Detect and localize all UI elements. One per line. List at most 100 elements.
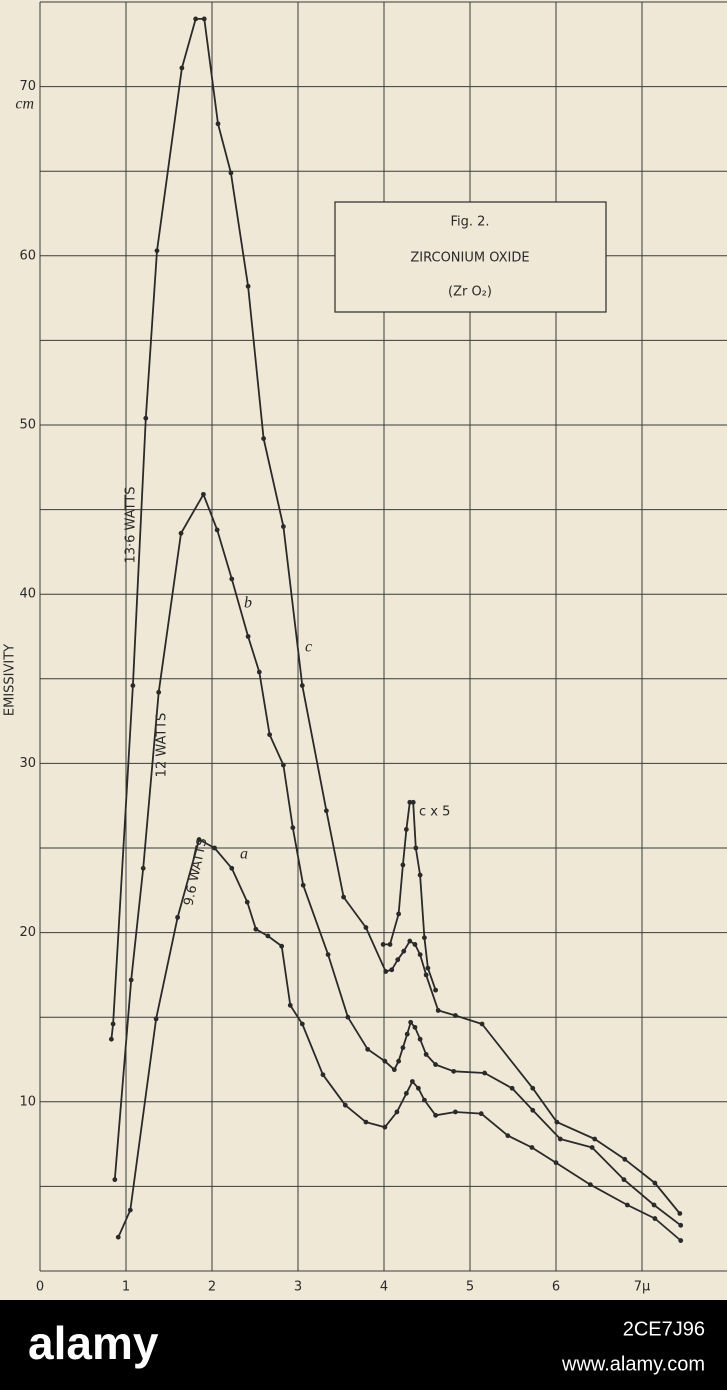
data-point — [279, 943, 285, 949]
watermark-url: www.alamy.com — [561, 1353, 705, 1375]
data-point — [256, 669, 262, 675]
data-point — [407, 799, 413, 805]
x-tick-label: 1 — [122, 1280, 130, 1295]
data-point — [261, 436, 266, 441]
y-tick-label: 20 — [19, 925, 36, 940]
data-point — [178, 530, 184, 536]
data-point — [365, 1046, 371, 1052]
data-point — [382, 1058, 388, 1064]
y-tick-label: 40 — [19, 587, 36, 602]
data-point — [678, 1222, 684, 1228]
data-point — [554, 1119, 560, 1125]
data-point — [143, 415, 149, 421]
data-point — [423, 1052, 429, 1057]
data-point — [267, 732, 273, 738]
x-tick-label: 4 — [380, 1280, 388, 1295]
series-label: 12 WATTS — [155, 713, 170, 778]
data-point — [363, 925, 369, 930]
x-tick-label: 0 — [36, 1280, 44, 1295]
data-point — [290, 825, 296, 831]
data-point — [505, 1133, 511, 1139]
data-point — [478, 1111, 484, 1117]
y-tick-label: 60 — [19, 248, 36, 263]
x-tick-label: 2 — [208, 1280, 216, 1295]
data-point — [130, 683, 136, 688]
y-axis-label: EMISSIVITY — [3, 644, 18, 716]
x-tick-label: 7μ — [634, 1280, 651, 1295]
data-point — [408, 1019, 414, 1025]
annotation: a — [240, 846, 248, 863]
figure-label: Fig. 2. — [450, 215, 489, 230]
data-point — [244, 899, 250, 905]
data-point — [425, 965, 431, 971]
data-point — [325, 952, 331, 957]
data-point — [395, 957, 401, 963]
data-point — [112, 1177, 118, 1183]
data-point — [509, 1085, 515, 1091]
data-point — [621, 1177, 627, 1183]
data-point — [280, 762, 286, 768]
data-point — [389, 967, 395, 973]
data-point — [396, 1058, 402, 1064]
data-point — [228, 170, 234, 176]
data-point — [323, 808, 329, 814]
data-point — [409, 1079, 415, 1084]
watermark-banner — [0, 1300, 727, 1390]
data-point — [624, 1202, 630, 1208]
data-point — [380, 942, 386, 947]
data-point — [253, 926, 259, 932]
series-line — [117, 838, 682, 1242]
data-point — [416, 1085, 421, 1091]
data-point — [451, 1068, 457, 1074]
data-point — [265, 933, 271, 939]
data-point — [529, 1145, 535, 1150]
data-point — [245, 634, 251, 639]
x-tick-label: 6 — [552, 1280, 560, 1295]
data-point — [452, 1109, 458, 1115]
data-point — [214, 527, 220, 533]
data-point — [342, 1102, 348, 1108]
y-tick-label: 50 — [19, 418, 36, 433]
data-point — [479, 1021, 485, 1027]
data-point — [382, 1124, 388, 1130]
data-point — [651, 1202, 657, 1208]
data-point — [154, 248, 160, 254]
series-label: c x 5 — [419, 805, 450, 820]
data-point — [280, 524, 286, 529]
data-point — [391, 1067, 397, 1073]
data-point — [422, 1097, 427, 1103]
paper — [0, 0, 727, 1300]
annotation: b — [244, 595, 252, 612]
data-point — [201, 16, 207, 22]
data-point — [557, 1136, 563, 1142]
chart-title: ZIRCONIUM OXIDE — [410, 251, 529, 266]
data-point — [245, 283, 251, 289]
data-point — [179, 65, 185, 71]
data-point — [553, 1160, 559, 1166]
title-box — [334, 201, 607, 313]
y-unit: cm — [15, 96, 34, 113]
data-point — [588, 1182, 593, 1188]
data-point — [110, 1021, 116, 1027]
y-tick-label: 70 — [19, 79, 36, 94]
data-point — [417, 1036, 423, 1042]
data-point — [417, 872, 423, 878]
data-point — [652, 1216, 658, 1221]
data-point — [299, 1021, 305, 1027]
watermark-brand: alamy — [28, 1317, 159, 1369]
x-tick-label: 3 — [294, 1280, 302, 1295]
data-point — [433, 1112, 438, 1118]
data-point — [341, 894, 346, 900]
data-point — [433, 1062, 438, 1067]
data-point — [417, 952, 423, 957]
data-point — [410, 799, 416, 805]
data-point — [394, 1109, 400, 1115]
data-point — [413, 845, 419, 851]
data-point — [229, 865, 235, 871]
data-point — [300, 882, 306, 888]
data-point — [127, 1207, 133, 1213]
data-point — [652, 1180, 658, 1186]
data-point — [153, 1016, 159, 1022]
data-point — [320, 1072, 326, 1078]
